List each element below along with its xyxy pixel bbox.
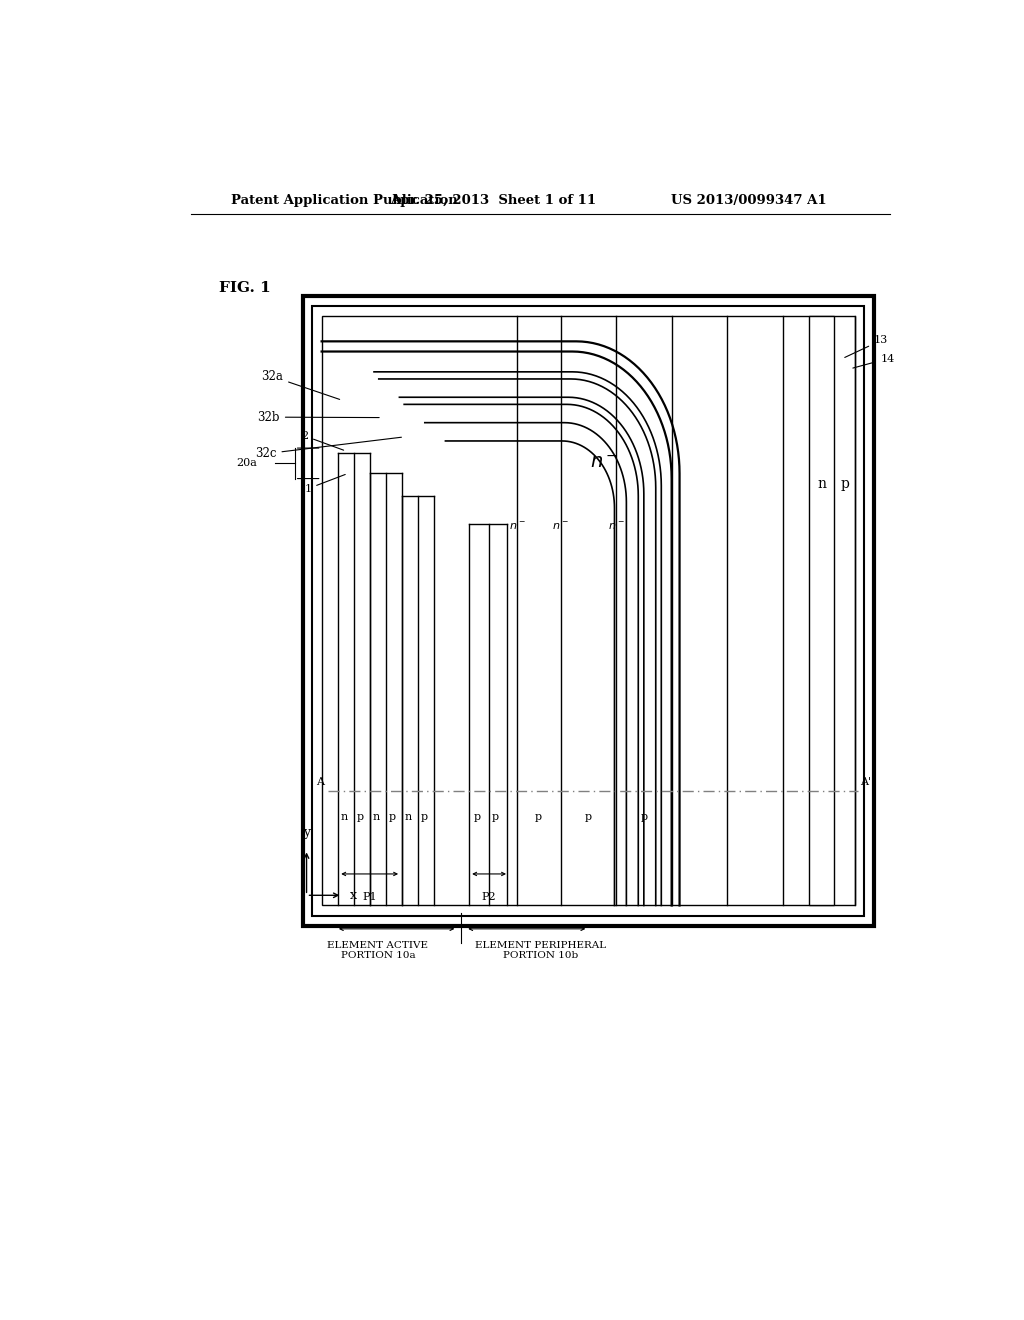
Bar [312, 306, 864, 916]
Text: p: p [357, 812, 365, 822]
Bar [809, 315, 835, 906]
Text: 14: 14 [853, 354, 895, 368]
Text: p: p [389, 812, 396, 822]
Text: FIG. 1: FIG. 1 [219, 281, 271, 296]
Bar [322, 315, 855, 906]
Text: Patent Application Publication: Patent Application Publication [231, 194, 458, 207]
Text: ELEMENT ACTIVE
PORTION 10a: ELEMENT ACTIVE PORTION 10a [328, 941, 428, 961]
Text: $\mathit{n}^-$: $\mathit{n}^-$ [509, 521, 525, 532]
Bar [303, 296, 873, 925]
Text: n: n [341, 812, 348, 822]
Text: Apr. 25, 2013  Sheet 1 of 11: Apr. 25, 2013 Sheet 1 of 11 [390, 194, 596, 207]
Text: A': A' [860, 776, 871, 787]
Text: p: p [535, 812, 542, 822]
Text: x: x [350, 888, 357, 902]
Text: P2: P2 [481, 892, 497, 903]
Text: p: p [492, 812, 499, 822]
Text: p: p [474, 812, 480, 822]
Text: $\mathit{n}^-$: $\mathit{n}^-$ [552, 521, 569, 532]
Text: 2: 2 [301, 430, 344, 450]
Text: 32a: 32a [261, 370, 340, 400]
Text: 32c: 32c [255, 437, 401, 461]
Text: p: p [640, 812, 647, 822]
Text: p: p [840, 477, 849, 491]
Text: 1: 1 [304, 474, 345, 494]
Text: $\mathit{n}^-$: $\mathit{n}^-$ [607, 521, 625, 532]
Text: P1: P1 [362, 892, 378, 903]
Text: p: p [421, 812, 428, 822]
Text: p: p [585, 812, 592, 822]
Text: n: n [373, 812, 380, 822]
Text: 20a: 20a [237, 458, 257, 469]
Text: 13: 13 [845, 335, 888, 358]
Text: 32b: 32b [257, 411, 379, 424]
Text: US 2013/0099347 A1: US 2013/0099347 A1 [671, 194, 826, 207]
Text: $\mathit{n}^-$: $\mathit{n}^-$ [590, 454, 618, 473]
Text: ELEMENT PERIPHERAL
PORTION 10b: ELEMENT PERIPHERAL PORTION 10b [475, 941, 606, 961]
Text: n: n [817, 477, 826, 491]
Text: n: n [404, 812, 412, 822]
Text: y: y [303, 826, 310, 840]
Text: A: A [316, 776, 324, 787]
